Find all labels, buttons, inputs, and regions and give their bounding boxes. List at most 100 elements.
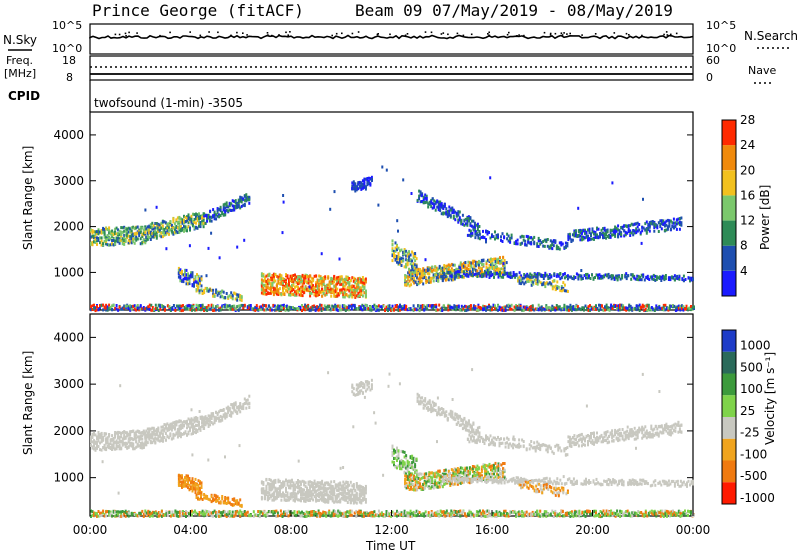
- range-gate-cell: [397, 305, 400, 309]
- range-gate-cell: [270, 308, 273, 312]
- range-gate-cell: [126, 230, 129, 234]
- range-gate-cell: [319, 276, 322, 280]
- range-gate-cell: [537, 236, 540, 240]
- range-gate-cell: [491, 273, 494, 277]
- range-gate-cell: [179, 217, 182, 221]
- range-gate-cell: [452, 278, 455, 282]
- range-gate-cell: [234, 307, 237, 311]
- range-gate-cell: [340, 288, 343, 292]
- range-gate-cell: [366, 177, 369, 180]
- range-gate-cell: [333, 277, 336, 281]
- range-gate-cell: [622, 304, 625, 308]
- range-gate-cell: [685, 307, 688, 310]
- range-gate-cell: [574, 276, 577, 279]
- range-gate-cell: [280, 292, 283, 296]
- range-gate-cell: [325, 283, 328, 287]
- range-gate-cell: [630, 222, 633, 226]
- range-gate-cell: [190, 271, 192, 275]
- range-gate-cell: [187, 225, 190, 229]
- range-gate-cell: [549, 246, 552, 250]
- range-gate-cell: [146, 231, 149, 234]
- range-gate-cell: [94, 306, 97, 310]
- range-gate-cell: [188, 277, 191, 280]
- range-gate-cell: [177, 269, 180, 272]
- range-gate-cell: [181, 421, 184, 425]
- range-gate-cell: [611, 229, 614, 233]
- range-gate-cell: [199, 415, 202, 419]
- range-gate-cell: [292, 281, 295, 285]
- range-gate-cell: [141, 234, 144, 238]
- range-gate-cell: [458, 216, 461, 220]
- range-gate-cell: [103, 230, 106, 233]
- range-gate-cell: [639, 278, 642, 282]
- range-gate-cell: [441, 279, 444, 283]
- range-gate-cell: [93, 303, 95, 307]
- range-gate-cell: [194, 278, 197, 282]
- range-gate-cell: [301, 284, 304, 288]
- range-gate-cell: [515, 306, 518, 310]
- range-gate-cell: [268, 272, 271, 276]
- range-gate-cell: [454, 218, 457, 222]
- range-gate-cell: [179, 268, 182, 272]
- range-gate-cell: [210, 421, 213, 424]
- range-gate-cell: [533, 272, 536, 276]
- range-gate-cell: [478, 237, 481, 241]
- range-gate-cell: [476, 222, 479, 226]
- range-gate-cell: [268, 291, 271, 295]
- range-gate-cell: [509, 273, 512, 277]
- range-gate-cell: [225, 201, 228, 205]
- range-gate-cell: [360, 185, 363, 189]
- range-gate-cell: [272, 278, 275, 282]
- range-gate-cell: [200, 486, 203, 489]
- range-gate-cell: [163, 436, 166, 439]
- range-gate-cell: [149, 433, 152, 437]
- range-gate-cell: [335, 308, 338, 312]
- range-gate-cell: [468, 272, 471, 276]
- range-gate-cell: [397, 246, 400, 250]
- range-gate-cell: [193, 430, 196, 434]
- range-gate-cell: [337, 275, 340, 279]
- range-gate-cell: [558, 307, 561, 311]
- range-gate-cell: [476, 269, 479, 273]
- range-gate-cell: [275, 286, 278, 290]
- range-gate-cell: [581, 277, 584, 280]
- range-gate-cell: [351, 276, 354, 280]
- range-gate-cell: [160, 304, 163, 307]
- range-gate-cell: [189, 426, 191, 430]
- range-gate-cell: [424, 258, 427, 262]
- range-gate-cell: [179, 433, 182, 437]
- range-gate-cell: [536, 244, 539, 248]
- range-gate-cell: [181, 218, 184, 222]
- range-gate-cell: [563, 283, 566, 287]
- range-gate-cell: [431, 202, 434, 206]
- range-gate-cell: [640, 241, 643, 245]
- range-gate-cell: [192, 224, 194, 228]
- range-gate-cell: [142, 228, 145, 232]
- range-gate-cell: [190, 485, 192, 489]
- range-gate-cell: [445, 306, 448, 310]
- range-gate-cell: [322, 307, 325, 311]
- range-gate-cell: [352, 289, 355, 293]
- range-gate-cell: [243, 202, 246, 206]
- range-gate-cell: [91, 308, 94, 311]
- range-gate-cell: [480, 263, 483, 266]
- range-gate-cell: [316, 287, 319, 291]
- range-gate-cell: [668, 306, 671, 310]
- range-gate-cell: [580, 238, 583, 242]
- range-gate-cell: [230, 291, 233, 295]
- range-gate-cell: [588, 227, 591, 231]
- range-gate-cell: [418, 189, 421, 193]
- range-gate-cell: [132, 446, 135, 450]
- range-gate-cell: [357, 280, 360, 284]
- range-gate-cell: [419, 190, 422, 194]
- range-gate-cell: [405, 262, 408, 266]
- range-gate-cell: [376, 305, 379, 309]
- range-gate-cell: [628, 308, 631, 312]
- range-gate-cell: [343, 284, 346, 288]
- range-gate-cell: [123, 229, 126, 233]
- range-gate-cell: [112, 239, 115, 242]
- range-gate-cell: [213, 421, 216, 425]
- range-gate-cell: [437, 279, 440, 283]
- range-gate-cell: [207, 497, 210, 501]
- range-gate-cell: [205, 274, 208, 278]
